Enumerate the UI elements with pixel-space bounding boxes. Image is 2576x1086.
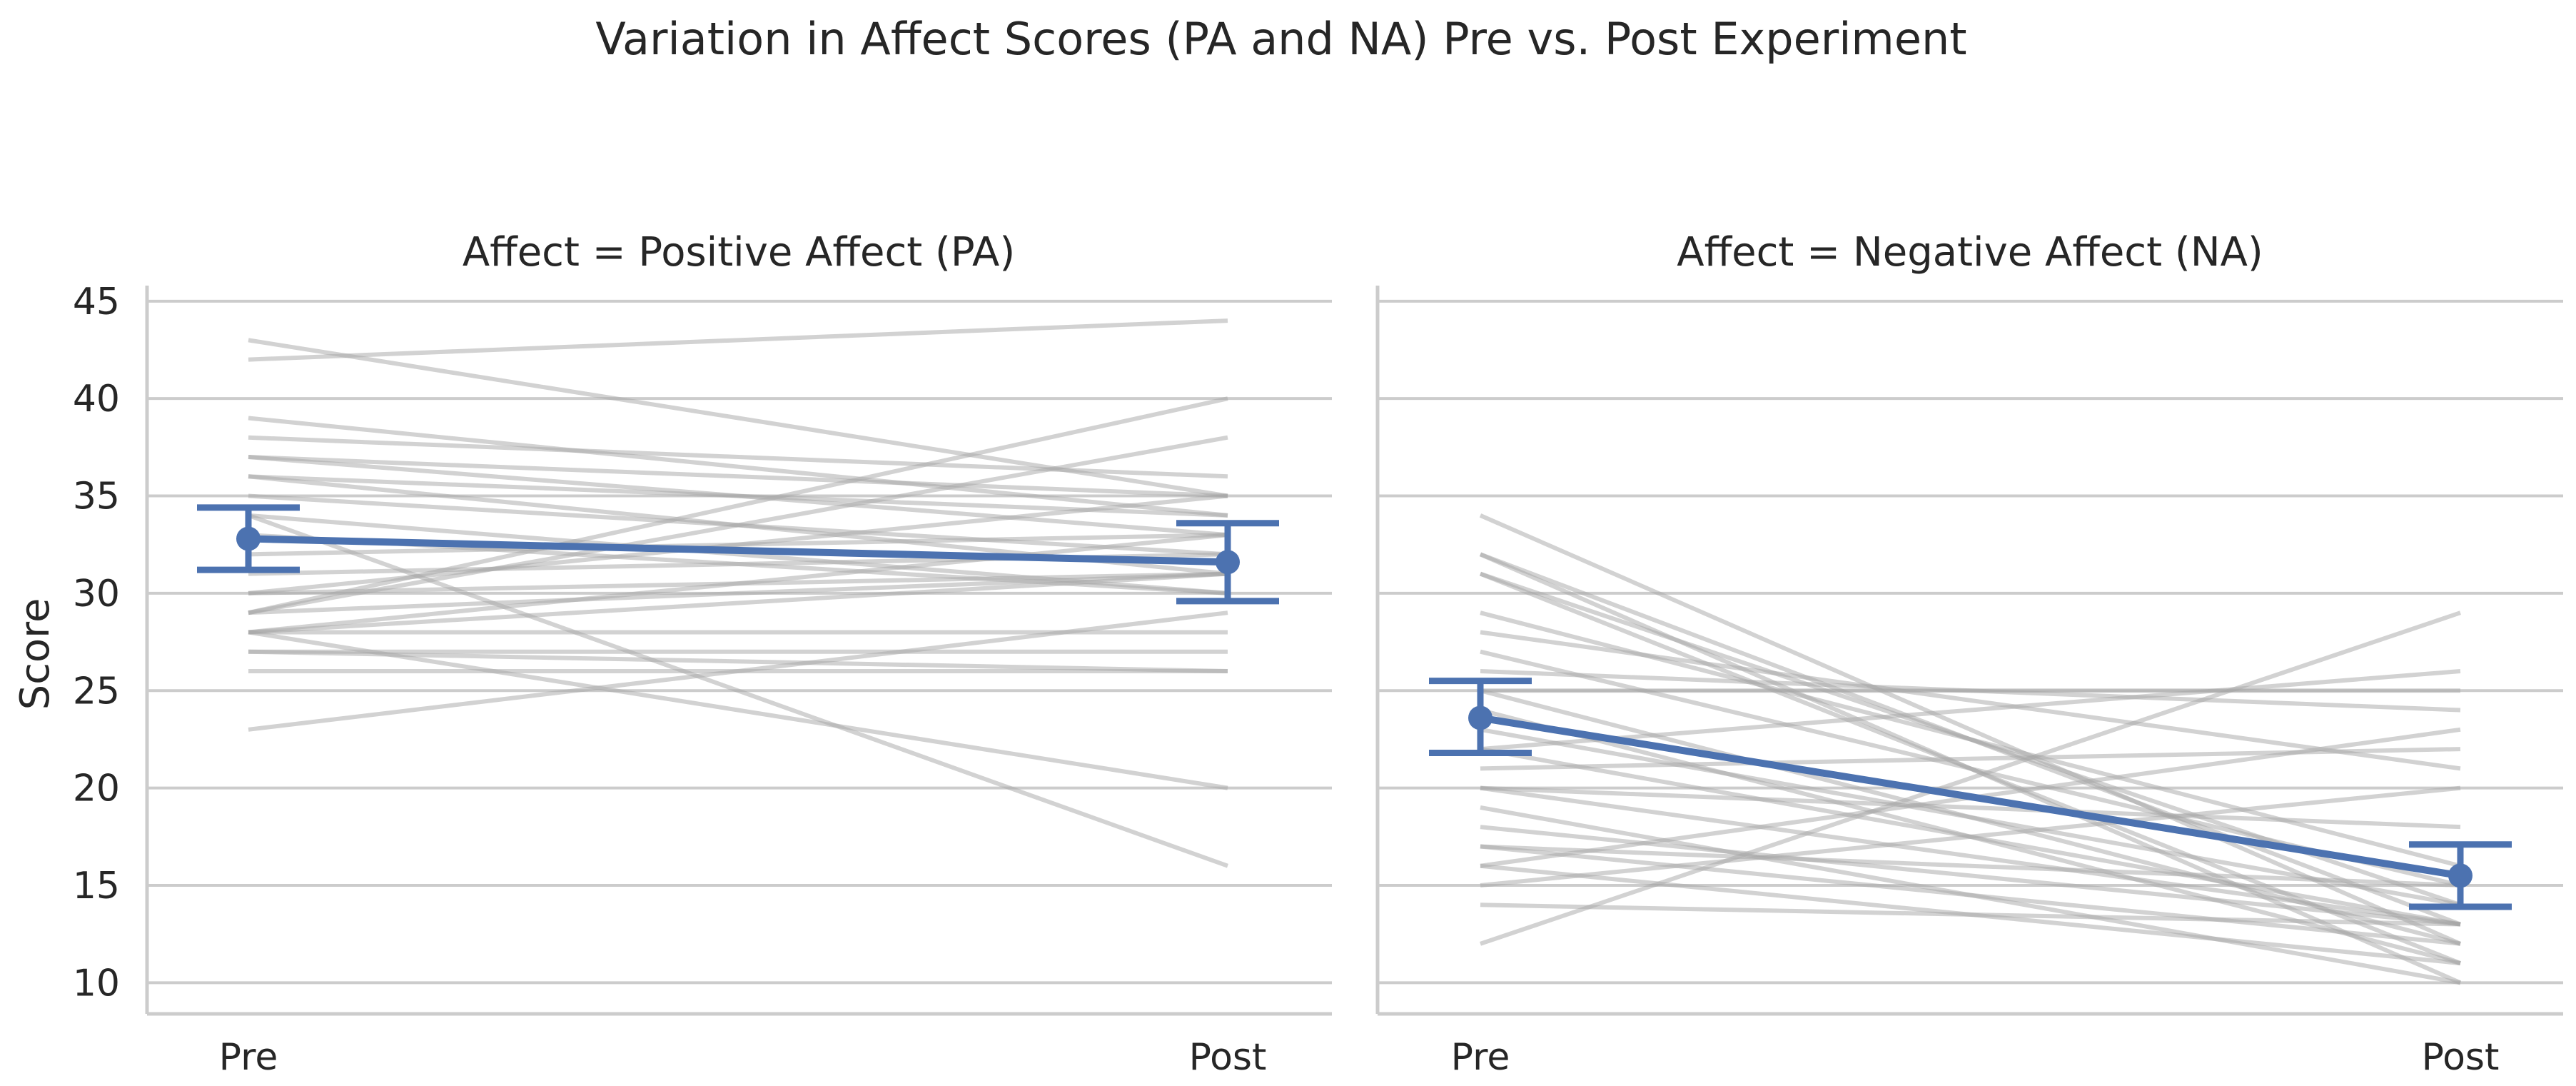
panel-negative-affect: Affect = Negative Affect (NA) Pre Post: [1375, 229, 2563, 1079]
subject-line: [1480, 610, 2461, 946]
mean-point: [1468, 705, 1492, 730]
x-tick-label: Post: [1189, 1036, 1267, 1079]
x-tick-labels: Pre Post: [219, 1036, 1267, 1079]
mean-point: [2448, 863, 2473, 888]
y-tick-label: 10: [73, 962, 120, 1005]
subject-line: [1480, 903, 2461, 927]
subject-line: [1480, 844, 2461, 888]
subject-line: [248, 455, 1228, 498]
subject-line: [1480, 727, 2461, 907]
panel-title-positive-affect: Affect = Positive Affect (PA): [463, 229, 1015, 276]
subject-line: [247, 513, 1229, 868]
subject-line: [248, 435, 1228, 615]
subject-line: [1479, 513, 2462, 946]
gridlines: [147, 299, 1332, 985]
y-tick-label: 15: [73, 865, 120, 907]
y-tick-label: 30: [73, 573, 120, 615]
subject-line: [1480, 785, 2461, 888]
subject-line: [248, 318, 1228, 362]
subject-line: [1480, 669, 2461, 752]
subject-line: [248, 610, 1228, 732]
subject-line: [248, 649, 1228, 673]
x-tick-label: Pre: [219, 1036, 278, 1079]
y-tick-labels: 10 15 20 25 30 35 40 45: [73, 281, 120, 1005]
axes-spines: [1375, 286, 2563, 1016]
y-tick-label: 25: [73, 670, 120, 713]
mean-series: [197, 504, 1279, 605]
subject-line: [1480, 630, 2461, 771]
subject-line: [248, 396, 1228, 615]
subject-line: [248, 571, 1228, 615]
subject-line: [1480, 785, 2461, 830]
mean-line: [1477, 714, 2464, 880]
y-tick-label: 35: [73, 476, 120, 518]
y-tick-label: 45: [73, 281, 120, 323]
y-axis-label: Score: [12, 598, 59, 710]
mean-point: [1216, 550, 1240, 575]
figure-title: Variation in Affect Scores (PA and NA) P…: [595, 13, 1966, 65]
mean-line: [245, 535, 1231, 566]
y-tick-label: 40: [73, 378, 120, 421]
individual-lines: [1479, 513, 2462, 985]
subject-line: [1480, 844, 2461, 946]
subject-line: [248, 435, 1228, 479]
x-tick-labels: Pre Post: [1451, 1036, 2500, 1079]
y-tick-label: 20: [73, 768, 120, 810]
panel-title-negative-affect: Affect = Negative Affect (NA): [1677, 229, 2263, 276]
x-tick-label: Pre: [1451, 1036, 1510, 1079]
subject-line: [248, 533, 1228, 635]
individual-lines: [247, 318, 1229, 868]
subject-line: [248, 416, 1228, 518]
panel-positive-affect: Affect = Positive Affect (PA) 10 15 20 25 30…: [73, 229, 1332, 1079]
subject-line: [1480, 785, 2461, 927]
mean-point: [236, 526, 261, 551]
subject-line: [248, 474, 1228, 518]
subject-line: [248, 571, 1228, 635]
axes-spines: [145, 286, 1332, 1016]
x-tick-label: Post: [2422, 1036, 2500, 1079]
subject-line: [248, 630, 1228, 790]
mean-series: [1429, 678, 2512, 910]
